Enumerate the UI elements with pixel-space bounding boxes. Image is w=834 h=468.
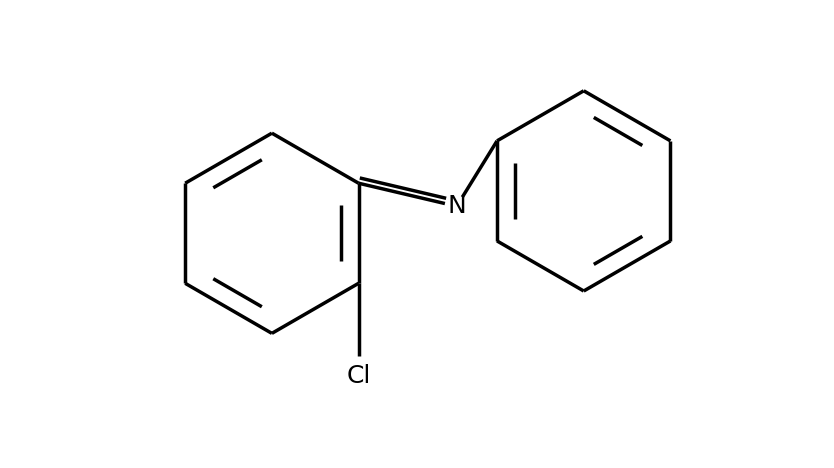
Text: N: N	[447, 194, 466, 218]
Text: Cl: Cl	[346, 364, 371, 388]
